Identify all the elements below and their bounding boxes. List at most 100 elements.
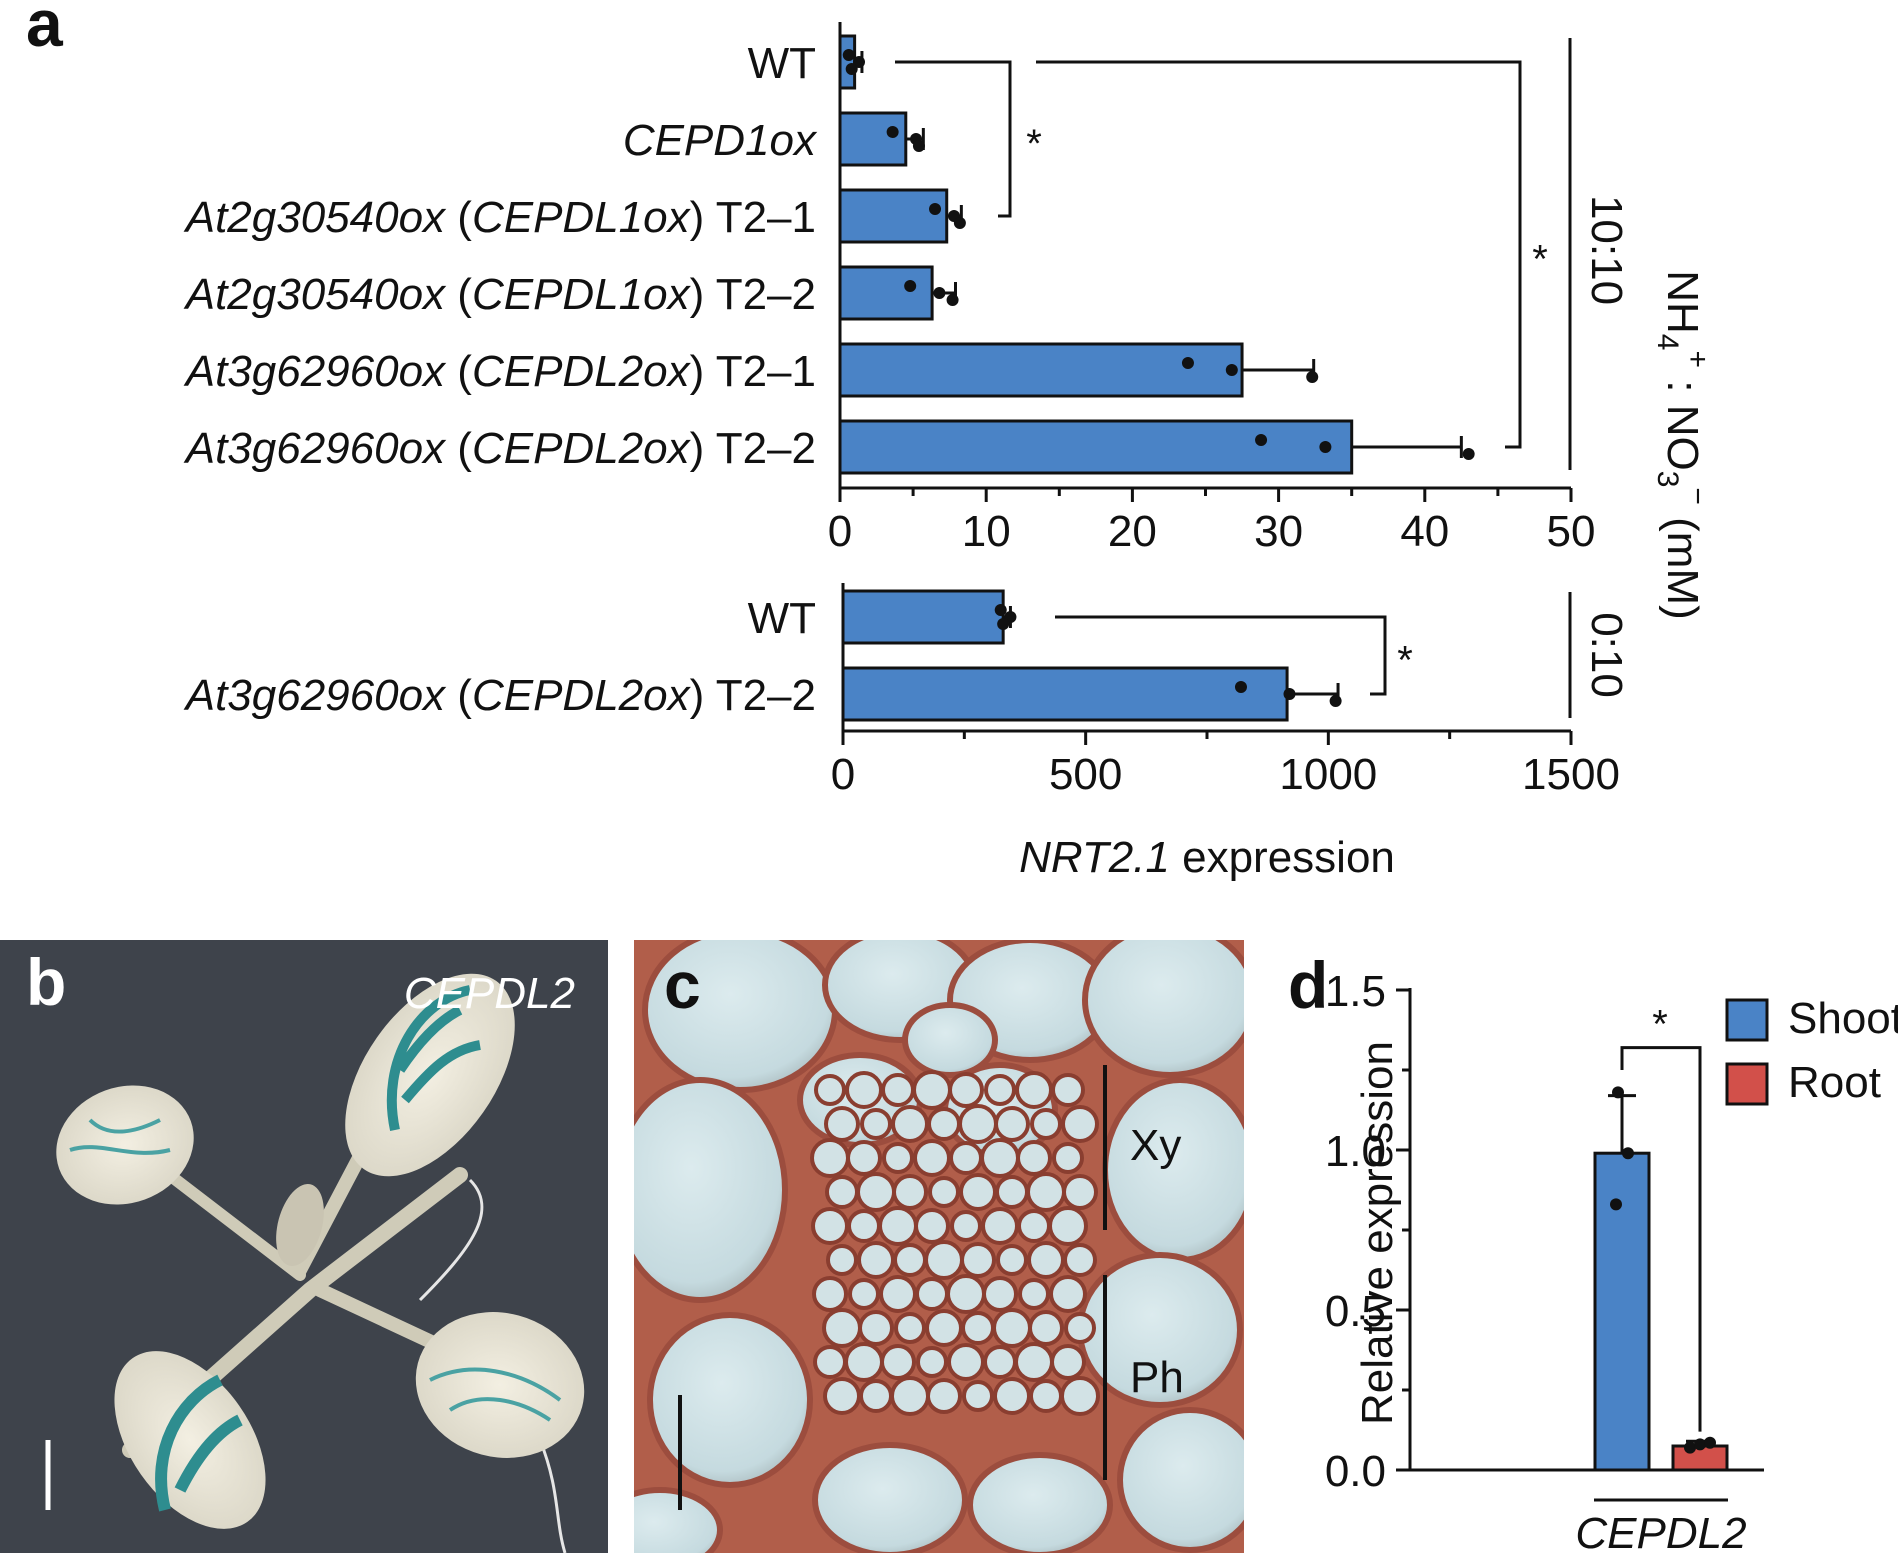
vascular-cell: [894, 1312, 926, 1344]
x-tick-label: 500: [1049, 750, 1122, 799]
panel-a-side-axis: NH4+ : NO3− (mM): [1651, 270, 1714, 620]
vascular-cell: [926, 1378, 962, 1414]
y-tick-label: 1.5: [1325, 967, 1386, 1016]
bar: [841, 589, 1005, 645]
vascular-cell: [946, 1274, 986, 1314]
category-label: CEPD1ox: [623, 116, 818, 165]
data-point: [1283, 688, 1296, 700]
vascular-cell: [825, 1175, 859, 1209]
vascular-cell: [814, 1074, 846, 1106]
vascular-cell: [1051, 1073, 1085, 1107]
data-point: [997, 618, 1010, 630]
data-point: [1612, 1086, 1624, 1099]
category-label: At2g30540ox (CEPDL1ox) T2–1: [183, 193, 816, 242]
xylem-label: Xy: [1130, 1121, 1181, 1170]
vascular-cell: [949, 1141, 983, 1175]
vascular-cell: [913, 1139, 951, 1177]
panel-b-photo: [0, 940, 608, 1553]
vascular-cell: [844, 1342, 884, 1382]
vascular-cell: [858, 1310, 894, 1346]
cell: [967, 1452, 1113, 1553]
data-point: [1234, 681, 1247, 693]
data-point: [1225, 364, 1238, 376]
vascular-cell: [1030, 1108, 1062, 1140]
vascular-cell: [824, 1106, 860, 1142]
vascular-cell: [813, 1345, 847, 1379]
y-axis-label: Relative expression: [1353, 1041, 1402, 1425]
cell: [812, 1442, 968, 1553]
category-label: WT: [748, 594, 816, 643]
vascular-cell: [812, 1276, 848, 1312]
significance-star: *: [1532, 238, 1548, 282]
vascular-cell: [1017, 1209, 1051, 1243]
vascular-cell: [1015, 1071, 1053, 1109]
vascular-cell: [860, 1108, 892, 1140]
seedling-root: [538, 1439, 567, 1553]
vascular-cell: [992, 1308, 1032, 1348]
vascular-cell: [916, 1346, 948, 1378]
bar: [838, 34, 857, 90]
x-tick-label: 0: [828, 507, 852, 556]
data-point: [1181, 357, 1194, 369]
significance-bracket: [1036, 60, 1522, 449]
vascular-cell: [882, 1142, 914, 1174]
x-tick-label: 10: [962, 507, 1011, 556]
significance-bracket: [1620, 1046, 1702, 1432]
data-point: [1462, 448, 1475, 460]
vascular-cell: [1064, 1312, 1096, 1344]
data-point: [1306, 371, 1319, 383]
leaf-stain: [155, 1374, 243, 1512]
vascular-cell: [950, 1210, 982, 1242]
vascular-cell: [996, 1244, 1028, 1276]
vascular-cell: [892, 1174, 928, 1210]
significance-bracket: [1055, 615, 1387, 696]
data-point: [946, 294, 959, 306]
vascular-cell: [1049, 1275, 1087, 1313]
side-axis-label: NH4+ : NO3− (mM): [1651, 270, 1714, 620]
cell: [1102, 1077, 1244, 1263]
vascular-cell: [958, 1104, 998, 1144]
bar: [838, 188, 949, 244]
vascular-cell: [993, 1377, 1031, 1415]
legend-label: Root: [1788, 1058, 1881, 1107]
x-category-label: CEPDL2: [1575, 1509, 1746, 1553]
vascular-cell: [994, 1106, 1030, 1142]
legend-swatch: [1725, 998, 1769, 1042]
significance-bracket: [895, 60, 1012, 218]
bar: [838, 342, 1244, 398]
cell: [634, 1487, 723, 1553]
vascular-cell: [980, 1138, 1020, 1178]
cell: [634, 1077, 788, 1303]
vascular-cell: [1063, 1243, 1097, 1277]
vascular-cell: [959, 1173, 997, 1211]
x-tick-label: 0: [831, 750, 855, 799]
vascular-cell: [846, 1140, 882, 1176]
bar: [838, 111, 908, 167]
bar: [841, 666, 1289, 722]
cell: [902, 1002, 998, 1078]
data-point: [912, 140, 925, 152]
vascular-cell: [848, 1278, 880, 1310]
category-label: At3g62960ox (CEPDL2ox) T2–1: [183, 347, 816, 396]
vascular-cell: [947, 1343, 985, 1381]
category-label: At3g62960ox (CEPDL2ox) T2–2: [183, 424, 816, 473]
category-label: At3g62960ox (CEPDL2ox) T2–2: [183, 671, 816, 720]
panel-d-letter: d: [1288, 948, 1328, 1022]
vascular-cell: [912, 1070, 952, 1110]
vascular-cell: [962, 1380, 994, 1412]
y-tick-label: 0.0: [1325, 1447, 1386, 1496]
vascular-cell: [811, 1207, 849, 1245]
category-label: At2g30540ox (CEPDL1ox) T2–2: [183, 270, 816, 319]
leaf-bud: [276, 1184, 324, 1266]
vascular-cell: [995, 1175, 1029, 1209]
data-point: [1255, 434, 1268, 446]
ratio-label: 10:10: [1582, 195, 1631, 305]
vascular-cell: [961, 1311, 995, 1345]
vascular-cell: [1060, 1376, 1100, 1416]
leaf-stain: [386, 985, 482, 1132]
vascular-cell: [1018, 1278, 1050, 1310]
vascular-cell: [915, 1277, 949, 1311]
y-tick-label: 0.5: [1325, 1287, 1386, 1336]
vascular-cell: [891, 1105, 929, 1143]
significance-star: *: [1397, 639, 1413, 683]
